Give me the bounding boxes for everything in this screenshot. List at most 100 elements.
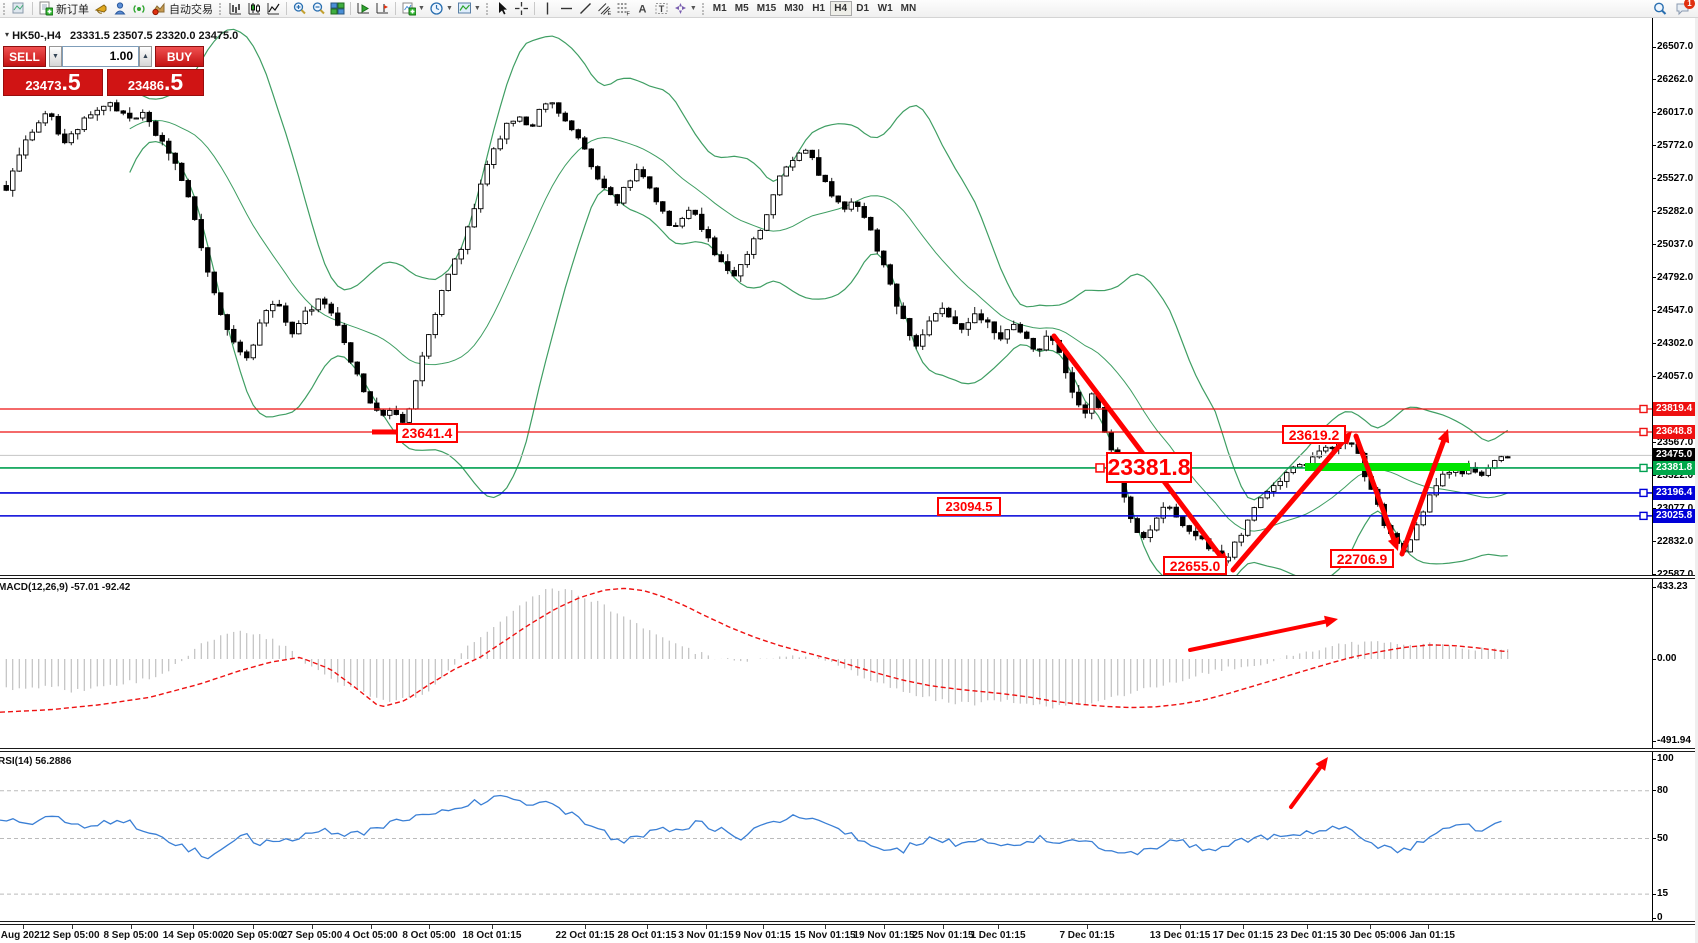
period-clock-icon[interactable] (427, 1, 446, 17)
rsi-pane[interactable] (0, 752, 1652, 921)
new-order-label[interactable]: 新订单 (56, 3, 89, 16)
macd-pane[interactable] (0, 579, 1652, 748)
price-callout[interactable]: 23381.8 (1106, 452, 1192, 483)
chevron-down-icon[interactable]: ▼ (445, 5, 453, 12)
news-signal-icon[interactable] (130, 1, 149, 17)
sell-price-box[interactable]: 23473 .5 (3, 69, 103, 96)
price-axis-tick (1652, 343, 1656, 345)
timeframe-button-h1[interactable]: H1 (812, 3, 826, 14)
price-callout[interactable]: 23641.4 (396, 423, 458, 443)
time-axis-tick (1243, 925, 1244, 929)
channel-icon[interactable]: E (595, 1, 614, 17)
trend-line-icon[interactable] (576, 1, 595, 17)
time-axis-tick (706, 925, 707, 929)
time-axis-label: 14 Sep 05:00 (162, 930, 224, 941)
bar-chart-icon[interactable] (226, 1, 245, 17)
rsi-axis-tick-label: 0 (1657, 912, 1663, 923)
auto-trading-label[interactable]: 自动交易 (169, 3, 213, 16)
timeframe-button-m30[interactable]: M30 (784, 3, 804, 14)
time-axis-label: Aug 2021 (0, 930, 46, 941)
zoom-in-icon[interactable] (290, 1, 309, 17)
time-axis-tick (72, 925, 73, 929)
timeframe-button-mn[interactable]: MN (900, 3, 917, 14)
timeframe-button-h4[interactable]: H4 (829, 1, 852, 16)
chevron-down-icon[interactable]: ▼ (473, 5, 481, 12)
price-callout[interactable]: 23619.2 (1282, 425, 1346, 444)
price-axis-tick (1652, 310, 1656, 312)
price-axis-tick-label: 25772.0 (1657, 139, 1694, 151)
timeframe-button-m5[interactable]: M5 (734, 3, 749, 14)
volume-increment-button[interactable]: ▲ (139, 46, 152, 67)
time-axis-tick (193, 925, 194, 929)
pane-separator[interactable] (0, 748, 1698, 752)
timeframe-button-m15[interactable]: M15 (756, 3, 777, 14)
time-axis[interactable]: Aug 2021 2 Sep 05:00 8 Sep 05:00 14 Sep 05:… (0, 925, 1652, 943)
sell-button[interactable]: SELL (3, 46, 46, 67)
pane-separator (0, 921, 1698, 925)
crosshair-icon[interactable] (512, 1, 531, 17)
svg-text:A: A (638, 4, 646, 16)
chat-icon[interactable]: 1 (1673, 0, 1695, 17)
cursor-icon[interactable] (493, 1, 512, 17)
chevron-down-icon[interactable]: ▼ (418, 5, 425, 12)
time-axis-tick (884, 925, 885, 929)
buy-button[interactable]: BUY (155, 46, 204, 67)
vertical-line-icon[interactable] (538, 1, 557, 17)
template-icon[interactable] (455, 1, 474, 17)
chart-shift-icon[interactable] (373, 1, 392, 17)
candle-chart-icon[interactable] (245, 1, 264, 17)
chart-fragment-icon[interactable] (10, 1, 29, 17)
time-axis-label: 19 Nov 01:15 (853, 930, 915, 941)
price-chart-pane[interactable] (0, 18, 1652, 575)
time-axis-label: 23 Dec 01:15 (1276, 930, 1338, 941)
time-axis-tick (492, 925, 493, 929)
window-edge-strip (1695, 18, 1698, 943)
volume-input[interactable]: 1.00 (62, 46, 139, 67)
time-axis-label: 13 Dec 01:15 (1149, 930, 1211, 941)
pane-separator[interactable] (0, 575, 1698, 579)
auto-trading-icon[interactable] (149, 1, 168, 17)
text-a-icon[interactable]: A (633, 1, 652, 17)
timeframe-button-m1[interactable]: M1 (712, 3, 727, 14)
price-callout[interactable]: 23094.5 (937, 497, 1001, 516)
search-icon[interactable] (1650, 1, 1669, 17)
time-axis-tick (253, 925, 254, 929)
price-callout[interactable]: 22706.9 (1330, 549, 1394, 568)
volume-decrement-button[interactable]: ▼ (49, 46, 62, 67)
buy-price-box[interactable]: 23486 .5 (107, 69, 204, 96)
timeframe-button-w1[interactable]: W1 (877, 3, 893, 14)
price-axis-tick (1652, 46, 1656, 48)
time-axis-label: 4 Oct 05:00 (344, 930, 398, 941)
toolbar-separator (395, 2, 396, 15)
shapes-icon[interactable] (671, 1, 690, 17)
price-axis-tick-label: 24057.0 (1657, 370, 1694, 382)
chart-title: ▾ HK50-,H4 23331.5 23507.5 23320.0 23475… (5, 30, 238, 42)
text-label-icon[interactable]: T (652, 1, 671, 17)
time-axis-label: 22 Oct 01:15 (555, 930, 615, 941)
timeframe-button-d1[interactable]: D1 (856, 3, 870, 14)
horizontal-line-icon[interactable] (557, 1, 576, 17)
time-axis-label: 18 Oct 01:15 (462, 930, 522, 941)
publisher-icon[interactable] (111, 1, 130, 17)
toolbar-left-group: 新订单 自动交易 ▼ ▼ ▼ (0, 0, 1650, 18)
fibonacci-icon[interactable]: F (614, 1, 633, 17)
time-axis-label: 3 Nov 01:15 (678, 930, 734, 941)
zoom-out-icon[interactable] (309, 1, 328, 17)
price-callout[interactable]: 22655.0 (1163, 556, 1227, 575)
price-level-label: 23025.8 (1653, 508, 1698, 523)
svg-text:F: F (626, 12, 630, 17)
rsi-axis-tick (1652, 893, 1656, 895)
new-chart-icon[interactable] (399, 1, 418, 17)
time-axis-label: 20 Sep 05:00 (222, 930, 284, 941)
price-axis-tick-label: 25527.0 (1657, 172, 1694, 184)
line-chart-icon[interactable] (264, 1, 283, 17)
time-axis-tick (998, 925, 999, 929)
toolbar-grip (219, 2, 223, 15)
new-order-icon[interactable] (36, 1, 55, 17)
toolbar-right-group: 1 (1650, 0, 1698, 18)
tile-windows-icon[interactable] (328, 1, 347, 17)
auto-scroll-icon[interactable] (354, 1, 373, 17)
alert-horn-icon[interactable] (92, 1, 111, 17)
chevron-down-icon[interactable]: ▼ (689, 5, 697, 12)
axis-border-line (1652, 18, 1653, 925)
